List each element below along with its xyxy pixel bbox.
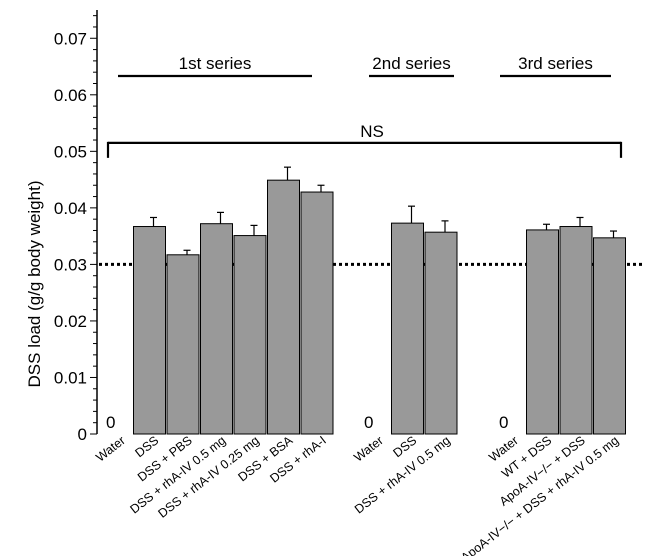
y-axis-title: DSS load (g/g body weight) — [25, 181, 44, 388]
y-tick-label: 0.05 — [54, 142, 87, 161]
series-label: 2nd series — [372, 54, 450, 73]
bar — [267, 179, 300, 435]
bars-layer: 0 0 0 — [106, 166, 626, 435]
y-tick-label: 0 — [78, 425, 87, 444]
bar — [300, 191, 334, 435]
bar — [391, 222, 424, 435]
y-tick-label: 0.02 — [54, 312, 87, 331]
category-label: Water — [93, 433, 128, 464]
zero-marker: 0 — [499, 413, 508, 432]
bar — [424, 231, 458, 435]
series-label: 3rd series — [518, 54, 593, 73]
y-tick-label: 0.03 — [54, 255, 87, 274]
series-labels-layer: 1st series 2nd series 3rd series — [118, 54, 611, 78]
ns-label: NS — [360, 122, 384, 141]
y-tick-label: 0.07 — [54, 29, 87, 48]
category-label: Water — [351, 433, 386, 464]
zero-marker: 0 — [106, 413, 115, 432]
y-tick-label: 0.01 — [54, 368, 87, 387]
bar — [233, 235, 267, 435]
bar — [133, 226, 166, 435]
bar — [593, 237, 626, 435]
y-tick-label: 0.06 — [54, 86, 87, 105]
bar — [559, 226, 593, 435]
bar — [166, 254, 200, 435]
bar — [200, 223, 233, 435]
series-label: 1st series — [179, 54, 252, 73]
zero-marker: 0 — [364, 413, 373, 432]
y-tick-label: 0.04 — [54, 199, 87, 218]
ns-bracket: NS — [106, 122, 623, 158]
y-axis: 0 0.01 0.02 0.03 0.04 0.05 0.06 0.07 — [54, 10, 98, 444]
bar — [526, 229, 559, 435]
